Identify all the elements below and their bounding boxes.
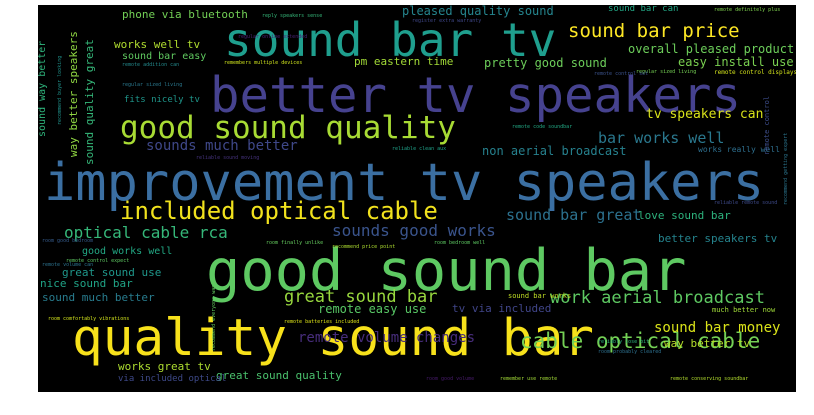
word-remote-control-expect: remote control expect: [66, 258, 130, 264]
word-good-sound-bar: good sound bar: [206, 238, 687, 304]
word-remote-addition-can: remote addition can: [122, 62, 180, 68]
word-remote-control: remote control: [763, 95, 771, 155]
word-room-bedroom-well: room bedroom well: [434, 240, 486, 246]
word-included-optical-cable: included optical cable: [120, 197, 438, 225]
word-bar-works-well: bar works well: [598, 129, 725, 147]
word-sound-much-better: sound much better: [42, 291, 155, 304]
word-non-aerial-broadcast: non aerial broadcast: [482, 144, 627, 158]
word-great-sound-use: great sound use: [62, 266, 162, 279]
word-room-finally-unlike: room finally unlike: [266, 240, 324, 246]
word-remote-code-soundbar: remote code soundbar: [512, 124, 573, 130]
word-recommend-price-point: recommend price point: [332, 244, 396, 250]
word-overall-pleased-product: overall pleased product: [628, 42, 795, 56]
word-sound-quality-great: sound quality great: [83, 39, 96, 165]
word-sound-bar-great: sound bar great: [506, 206, 642, 224]
word-reliably-lose-bit: reliably lose bit: [598, 339, 650, 345]
word-remote-conserving-soundbar: remote conserving soundbar: [670, 376, 749, 382]
word-easy-install-use: easy install use: [678, 55, 794, 69]
word-sounds-good-works: sounds good works: [332, 221, 496, 240]
word-pleased-quality-sound: pleased quality sound: [402, 5, 554, 18]
word-improvement-tv-speakers: improvement tv speakers: [44, 153, 765, 213]
word-remember-use-remote: remember use remote: [500, 376, 558, 382]
word-register-extra-warranty: register extra warranty: [412, 18, 482, 24]
word-quality-sound-bar: quality sound bar: [72, 309, 594, 368]
word-nice-sound-bar: nice sound bar: [40, 277, 133, 290]
word-pretty-good-sound: pretty good sound: [484, 56, 607, 70]
word-via-included-optical: via included optical: [118, 374, 227, 384]
word-remote-definitely-plus: remote definitely plus: [714, 7, 781, 13]
word-way-better-tv: way better tv: [664, 337, 751, 350]
word-way-better-speakers: way better speakers: [67, 31, 80, 157]
word-great-sound-quality: great sound quality: [216, 369, 342, 382]
word-sound-way-better: sound way better: [38, 40, 48, 137]
word-works-well-tv: works well tv: [114, 38, 201, 51]
word-pm-eastern-time: pm eastern time: [354, 55, 454, 68]
word-remote-batteries-included: remote batteries included: [284, 319, 360, 325]
word-room-good-bedroom: room good bedroom: [42, 238, 94, 244]
word-reliable-remote-sound: reliable remote sound: [714, 200, 778, 206]
word-regular-sized-living: regular sized living: [122, 82, 183, 88]
word-remote-easy-use: remote easy use: [318, 302, 427, 316]
word-cable-optical-cable: cable optical cable: [520, 329, 761, 353]
word-optical-cable-rca: optical cable rca: [64, 223, 228, 242]
word-great-sound-bar: great sound bar: [284, 287, 438, 307]
word-remote-volume-changes: remote volume changes: [298, 330, 476, 346]
word-recommend-getting-expert: recommend getting expert: [783, 132, 789, 205]
word-remote-control-set: remote control set: [594, 71, 649, 77]
word-better-tv-speakers: better tv speakers: [210, 67, 742, 124]
word-love-sound-bar: love sound bar: [638, 209, 731, 222]
word-phone-via-bluetooth: phone via bluetooth: [122, 8, 248, 21]
word-reliable-sound-moving: reliable sound moving: [196, 155, 260, 161]
word-sound-bar-tv: sound bar tv: [224, 13, 557, 67]
word-sound-bar-can: sound bar can: [608, 5, 679, 14]
word-work-aerial-broadcast: work aerial broadcast: [550, 288, 765, 308]
word-good-works-well: good works well: [82, 246, 173, 257]
word-room-comfortably-vibrations: room comfortably vibrations: [48, 316, 130, 322]
word-tv-speakers-can: tv speakers can: [646, 107, 764, 122]
word-recommend-everyone-wants: recommend everyone wants: [211, 278, 217, 351]
word-sounds-much-better: sounds much better: [146, 138, 298, 154]
word-fits-nicely-tv: fits nicely tv: [124, 95, 200, 105]
word-regular-online-extended: regular online extended: [238, 34, 308, 40]
word-sound-bar-money: sound bar money: [654, 320, 781, 336]
word-room-probably-cleared: room probably cleared: [598, 349, 662, 355]
word-sound-bar-easy: sound bar easy: [122, 51, 207, 62]
word-remembers-multiple-devices: remembers multiple devices: [224, 60, 303, 66]
word-sound-bar-price: sound bar price: [568, 20, 740, 42]
word-room-good-volume: room good volume: [426, 376, 475, 382]
word-reply-speakers-sense: reply speakers sense: [262, 13, 323, 19]
word-good-sound-quality: good sound quality: [120, 110, 456, 146]
word-remote-volume-can: remote volume can: [42, 262, 94, 268]
word-works-really-well: works really well: [698, 145, 780, 154]
word-regular-sized-living-2: regular sized living: [636, 69, 697, 75]
word-sound-bar-works: sound bar works: [508, 292, 572, 300]
word-tv-via-included: tv via included: [452, 302, 552, 315]
word-recommend-buyer-looking: recommend buyer looking: [57, 55, 63, 125]
word-better-speakers-tv: better speakers tv: [658, 232, 778, 245]
word-works-great-tv: works great tv: [118, 360, 211, 373]
word-much-better-now: much better now: [712, 306, 776, 314]
word-cloud: good sound bar improvement tv speakers b…: [38, 5, 796, 392]
word-remote-control-displays: remote control displays: [714, 69, 796, 76]
word-reliable-clean-aux: reliable clean aux: [392, 146, 447, 152]
